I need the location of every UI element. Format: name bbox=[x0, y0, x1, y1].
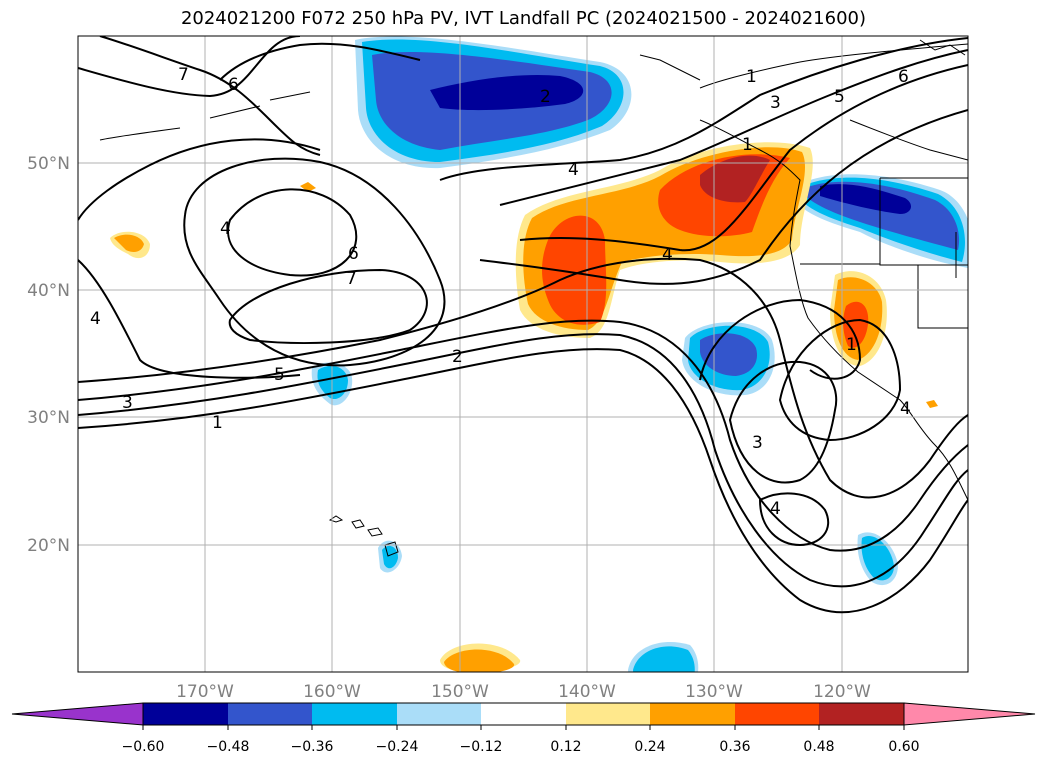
pv-contours bbox=[78, 36, 968, 614]
contour-label: 5 bbox=[834, 87, 845, 107]
lon-tick-label: 170°W bbox=[176, 682, 234, 702]
contour-label: 2 bbox=[540, 87, 551, 107]
contour-label: 3 bbox=[752, 433, 763, 453]
map-frame bbox=[77, 35, 969, 673]
colorbar-segment bbox=[481, 703, 566, 725]
lat-axis: 50°N 40°N 30°N 20°N bbox=[27, 154, 70, 556]
colorbar-tick-label: 0.12 bbox=[550, 739, 581, 755]
colorbar-segment bbox=[143, 703, 228, 725]
lon-tick-label: 120°W bbox=[813, 682, 871, 702]
colorbar-segment bbox=[312, 703, 397, 725]
colorbar-tick-label: −0.12 bbox=[460, 739, 503, 755]
lon-tick-label: 130°W bbox=[685, 682, 743, 702]
contour-label: 3 bbox=[122, 393, 133, 413]
map-panel: 7 6 1 3 5 6 2 4 4 6 7 5 3 1 4 2 4 3 1 4 … bbox=[78, 36, 968, 672]
contour-label: 6 bbox=[348, 244, 359, 264]
contour-label: 1 bbox=[212, 413, 223, 433]
colorbar-segment bbox=[566, 703, 650, 725]
colorbar-tick-label: 0.48 bbox=[803, 739, 834, 755]
colorbar-tick-label: −0.48 bbox=[207, 739, 250, 755]
lat-tick-label: 40°N bbox=[27, 281, 70, 301]
contour-label: 1 bbox=[746, 67, 757, 87]
graticule bbox=[78, 36, 968, 672]
colorbar-frame bbox=[142, 702, 905, 726]
chart-title: 2024021200 F072 250 hPa PV, IVT Landfall… bbox=[180, 8, 867, 29]
contour-label: 4 bbox=[568, 160, 579, 180]
colorbar-tick-label: −0.24 bbox=[376, 739, 419, 755]
contour-label: 3 bbox=[770, 93, 781, 113]
contour-label: 7 bbox=[346, 269, 357, 289]
contour-label: 7 bbox=[178, 65, 189, 85]
contour-labels: 7 6 1 3 5 6 2 4 4 6 7 5 3 1 4 2 4 3 1 4 … bbox=[90, 65, 911, 519]
shading-layer bbox=[110, 36, 968, 672]
contour-label: 1 bbox=[846, 335, 857, 355]
colorbar-tick-label: 0.36 bbox=[719, 739, 750, 755]
lon-axis: 170°W 160°W 150°W 140°W 130°W 120°W bbox=[176, 682, 871, 702]
colorbar-segment bbox=[735, 703, 819, 725]
contour-label: 4 bbox=[900, 399, 911, 419]
contour-label: 2 bbox=[452, 347, 463, 367]
contour-label: 4 bbox=[220, 219, 231, 239]
colorbar-segment bbox=[397, 703, 481, 725]
colorbar-extend-high bbox=[903, 702, 1036, 726]
contour-label: 4 bbox=[90, 309, 101, 329]
colorbar-segment bbox=[228, 703, 312, 725]
colorbar-tick-label: 0.60 bbox=[888, 739, 919, 755]
lon-tick-label: 150°W bbox=[431, 682, 489, 702]
lat-tick-label: 20°N bbox=[27, 536, 70, 556]
colorbar-extend-low bbox=[11, 702, 144, 726]
contour-label: 1 bbox=[742, 135, 753, 155]
contour-label: 4 bbox=[662, 245, 673, 265]
colorbar-segment bbox=[650, 703, 735, 725]
contour-label: 6 bbox=[228, 75, 239, 95]
colorbar: −0.60 −0.48 −0.36 −0.24 −0.12 0.12 0.24 … bbox=[11, 702, 1036, 755]
lat-tick-label: 50°N bbox=[27, 154, 70, 174]
contour-label: 6 bbox=[898, 67, 909, 87]
coastlines bbox=[99, 39, 968, 557]
lon-tick-label: 140°W bbox=[558, 682, 616, 702]
contour-label: 4 bbox=[770, 499, 781, 519]
colorbar-tick-label: −0.60 bbox=[122, 739, 165, 755]
colorbar-segment bbox=[819, 703, 904, 725]
lat-tick-label: 30°N bbox=[27, 408, 70, 428]
lon-tick-label: 160°W bbox=[303, 682, 361, 702]
colorbar-tick-label: −0.36 bbox=[291, 739, 334, 755]
contour-label: 5 bbox=[274, 365, 285, 385]
colorbar-tick-label: 0.24 bbox=[634, 739, 665, 755]
